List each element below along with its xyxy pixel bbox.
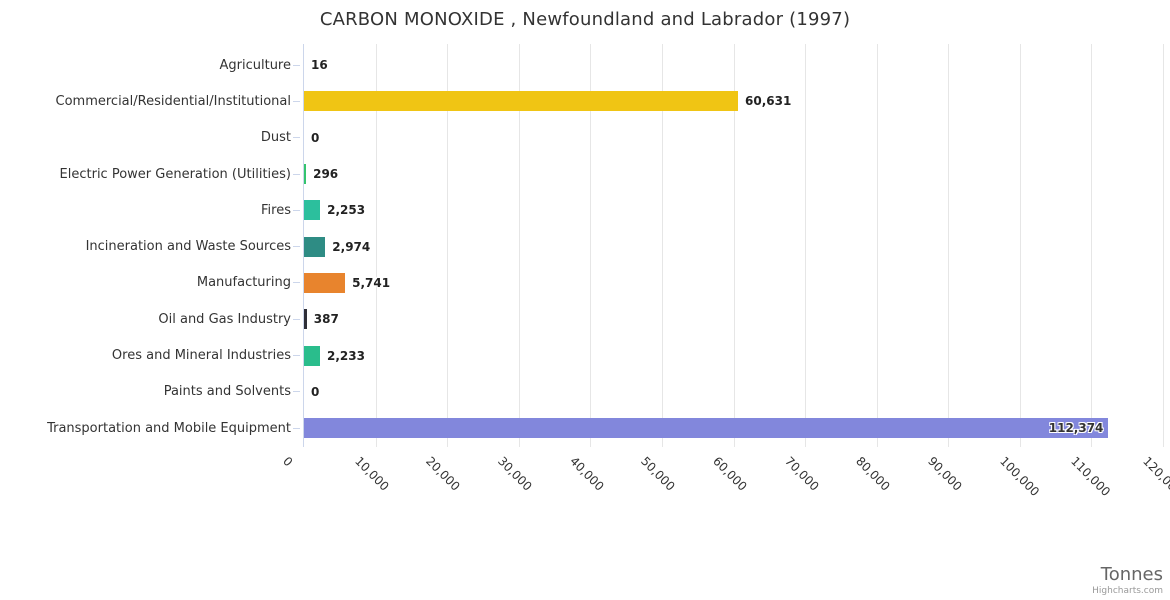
value-label: 0	[311, 384, 320, 399]
gridline	[1019, 44, 1021, 447]
bar-incineration-and-waste-sources[interactable]	[304, 236, 326, 257]
category-tick	[293, 173, 300, 175]
x-tick-label: 80,000	[853, 454, 894, 494]
x-tick-label: 20,000	[423, 454, 464, 494]
x-tick-label: 60,000	[710, 454, 750, 494]
bar-row: Incineration and Waste Sources 2,974	[0, 228, 1170, 264]
x-axis-title: Tonnes	[1100, 564, 1163, 585]
bar-row: Electric Power Generation (Utilities) 296	[0, 156, 1170, 192]
value-label: 5,741	[352, 275, 391, 290]
bar-track: 112,374	[304, 410, 1163, 446]
gridline	[375, 44, 377, 447]
highcharts-credit-link[interactable]: Highcharts.com	[1092, 586, 1163, 596]
category-label: Manufacturing	[196, 275, 291, 291]
bar-row: Paints and Solvents 0	[0, 374, 1170, 410]
gridline	[590, 44, 592, 447]
bar-row: Ores and Mineral Industries 2,233	[0, 337, 1170, 373]
category-tick	[293, 282, 300, 284]
bar-track: 2,974	[304, 228, 1163, 264]
value-label: 60,631	[745, 94, 792, 109]
category-tick	[293, 209, 300, 211]
category-tick	[293, 318, 300, 320]
value-label: 112,374	[1048, 421, 1104, 436]
x-tick-label: 110,000	[1068, 454, 1114, 499]
x-axis-labels: 0 10,000 20,000 30,000 40,000 50,000 60,000 70,…	[280, 447, 1170, 545]
bar-electric-power-generation-utilities-[interactable]	[304, 164, 307, 185]
category-label: Agriculture	[219, 57, 292, 73]
x-tick-label: 30,000	[495, 454, 535, 494]
bar-track: 60,631	[304, 83, 1163, 119]
plot-area: Agriculture 16 Commercial/Residential/Inst…	[0, 44, 1170, 447]
category-tick	[293, 391, 300, 393]
bar-fires[interactable]	[304, 200, 321, 221]
category-tick	[293, 100, 300, 102]
category-label: Fires	[261, 202, 291, 218]
bar-manufacturing[interactable]	[304, 272, 346, 293]
gridline	[733, 44, 735, 447]
value-label: 2,233	[326, 348, 365, 363]
category-label: Commercial/Residential/Institutional	[55, 93, 292, 109]
gridline	[948, 44, 950, 447]
bar-oil-and-gas-industry[interactable]	[304, 309, 307, 330]
gridlines-layer	[303, 44, 1164, 447]
gridline	[447, 44, 449, 447]
x-tick-label: 0	[280, 454, 296, 470]
gridline	[1091, 44, 1093, 447]
bar-transportation-and-mobile-equipment[interactable]	[304, 418, 1109, 439]
x-tick-label: 40,000	[566, 454, 607, 494]
bar-track: 5,741	[304, 265, 1163, 301]
category-label: Incineration and Waste Sources	[85, 239, 291, 255]
category-tick	[293, 246, 300, 248]
bar-rows: Agriculture 16 Commercial/Residential/Inst…	[0, 44, 1170, 446]
x-tick-label: 120,000	[1140, 454, 1170, 499]
x-tick-label: 10,000	[351, 454, 392, 494]
category-tick	[293, 427, 300, 429]
value-label: 0	[311, 130, 320, 145]
category-label: Electric Power Generation (Utilities)	[59, 166, 291, 182]
category-label: Paints and Solvents	[163, 384, 291, 400]
bar-track: 2,253	[304, 192, 1163, 228]
category-label: Dust	[260, 130, 291, 146]
category-tick	[293, 355, 300, 357]
bar-track: 296	[304, 156, 1163, 192]
value-label: 2,253	[327, 203, 366, 218]
bar-row: Manufacturing 5,741	[0, 265, 1170, 301]
bar-commercial-residential-institutional[interactable]	[304, 91, 739, 112]
bar-row: Commercial/Residential/Institutional 60,6…	[0, 83, 1170, 119]
gridline	[876, 44, 878, 447]
chart-title: CARBON MONOXIDE , Newfoundland and Labra…	[319, 9, 851, 30]
gridline	[805, 44, 807, 447]
bar-track: 16	[304, 47, 1163, 83]
bar-track: 0	[304, 120, 1163, 156]
gridline	[661, 44, 663, 447]
bar-row: Dust 0	[0, 120, 1170, 156]
axis-footer: Tonnes Highcharts.com	[1092, 564, 1163, 596]
category-tick	[293, 137, 300, 139]
value-label: 296	[313, 167, 339, 182]
value-label: 2,974	[332, 239, 371, 254]
category-tick	[293, 64, 300, 66]
bar-row: Transportation and Mobile Equipment 112,3…	[0, 410, 1170, 446]
gridline	[1163, 44, 1164, 447]
x-tick-label: 70,000	[781, 454, 822, 494]
bar-row: Oil and Gas Industry 387	[0, 301, 1170, 337]
bar-row: Fires 2,253	[0, 192, 1170, 228]
bar-track: 387	[304, 301, 1163, 337]
bar-row: Agriculture 16	[0, 47, 1170, 83]
x-tick-label: 90,000	[925, 454, 965, 494]
bar-track: 0	[304, 374, 1163, 410]
gridline	[518, 44, 520, 447]
x-tick-label: 50,000	[638, 454, 679, 494]
bar-track: 2,233	[304, 337, 1163, 373]
category-label: Oil and Gas Industry	[158, 311, 291, 327]
category-label: Transportation and Mobile Equipment	[47, 420, 291, 436]
category-label: Ores and Mineral Industries	[111, 348, 291, 364]
value-label: 387	[313, 312, 339, 327]
x-tick-label: 100,000	[996, 454, 1042, 499]
bar-ores-and-mineral-industries[interactable]	[304, 345, 320, 366]
value-label: 16	[311, 58, 328, 73]
